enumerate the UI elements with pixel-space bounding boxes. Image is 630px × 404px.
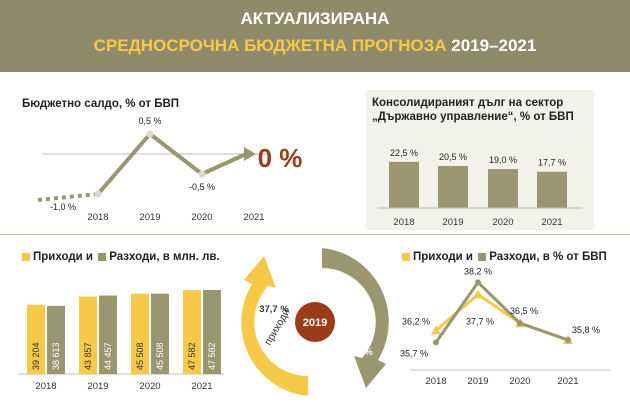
pct-value-label: 35,7 %	[400, 348, 428, 358]
section-divider	[0, 234, 630, 235]
balance-value-label: -1,0 %	[50, 202, 76, 212]
balance-big-value: 0 %	[258, 143, 303, 173]
balance-x-tick: 2018	[87, 212, 108, 223]
pct-value-label: 38,2 %	[464, 266, 492, 276]
pct-value-label: 35,8 %	[572, 325, 600, 335]
pct-x-tick: 2020	[509, 376, 530, 387]
revenue-point	[473, 289, 483, 299]
mln-x-tick: 2018	[35, 381, 56, 392]
balance-segment	[201, 152, 247, 176]
revexp-pct-title: Приходи и Разходи, в % от БВП	[400, 251, 607, 263]
debt-value-label: 22,5 %	[390, 148, 418, 158]
expense-bar-label: 47 582	[207, 342, 217, 370]
header-title-line1: АКТУАЛИЗИРАНА	[240, 9, 390, 28]
debt-bar	[438, 165, 468, 208]
header-title-line2: СРЕДНОСРОЧНА БЮДЖЕТНА ПРОГНОЗА 2019–2021	[0, 36, 630, 56]
pct-value-label: 36,2 %	[402, 316, 430, 326]
revenue-point	[431, 325, 441, 335]
expense-legend-label-2: Разходи	[489, 251, 537, 263]
balance-point	[94, 190, 102, 198]
balance-segment	[96, 132, 152, 196]
balance-x-tick: 2019	[139, 212, 160, 223]
balance-chart: -1,0 % 0,5 % -0,5 % 0 % 2018 2019 2020 2021	[37, 116, 303, 223]
expense-point	[517, 320, 523, 327]
revenue-bar-label: 47 582	[187, 342, 197, 370]
debt-x-tick: 2020	[492, 217, 513, 228]
mln-x-tick: 2021	[191, 381, 212, 392]
revenue-legend-swatch-2	[402, 252, 410, 261]
revexp-mln-title-suffix: , в млн. лв.	[156, 251, 220, 263]
debt-bar	[389, 161, 419, 208]
mln-x-tick: 2020	[139, 381, 160, 392]
expense-legend-swatch	[98, 252, 107, 261]
debt-value-label: 19,0 %	[489, 155, 517, 165]
revexp-mln-title: Приходи и Разходи, в млн. лв.	[20, 251, 220, 263]
balance-point	[198, 170, 206, 178]
expense-legend-label: Разходи	[109, 251, 157, 263]
debt-x-tick: 2019	[442, 217, 463, 228]
expense-arc-value: 38,2 %	[343, 347, 373, 358]
revexp-pct-title-suffix: , в % от БВП	[536, 251, 607, 263]
pct-x-tick: 2021	[557, 376, 578, 387]
revenue-legend-swatch	[22, 252, 30, 261]
header-banner: АКТУАЛИЗИРАНА СРЕДНОСРОЧНА БЮДЖЕТНА ПРОГ…	[0, 0, 630, 72]
mln-x-tick: 2019	[87, 381, 108, 392]
revenue-bar-label: 39 204	[31, 342, 41, 370]
debt-x-tick: 2018	[393, 217, 414, 228]
expense-line	[434, 280, 569, 344]
revenue-bar-label: 43 857	[83, 342, 93, 370]
debt-chart: 22,5 % 2018 20,5 % 2019 19,0 % 2020 17,7 % 2021	[378, 148, 582, 228]
expense-bar-label: 44 457	[103, 342, 113, 370]
balance-point	[146, 130, 154, 138]
balance-chart-title: Бюджетно салдо, % от БВП	[22, 98, 180, 110]
expense-point	[433, 339, 439, 346]
expense-bar-label: 38 613	[51, 342, 61, 370]
balance-value-label: 0,5 %	[138, 116, 161, 126]
revenue-arc-value: 37,7 %	[259, 304, 289, 315]
balance-x-tick: 2020	[191, 212, 212, 223]
debt-chart-title-1: Консолидираният дълг на сектор	[372, 97, 564, 109]
pct-value-label: 36,5 %	[510, 306, 538, 316]
pct-x-tick: 2018	[425, 376, 446, 387]
expense-point	[565, 337, 571, 343]
pct-x-tick: 2019	[467, 376, 488, 387]
debt-chart-title-2: „Държавно управление“, % от БВП	[372, 111, 574, 123]
debt-value-label: 17,7 %	[538, 158, 566, 168]
revexp-pct-chart: 36,2 % 38,2 % 37,7 % 35,7 % 36,5 % 35,8 % 2018…	[400, 266, 610, 387]
balance-value-label: -0,5 %	[189, 182, 215, 192]
balance-segment	[148, 132, 204, 176]
debt-bar	[488, 169, 518, 208]
header-title-main: СРЕДНОСРОЧНА БЮДЖЕТНА ПРОГНОЗА	[93, 36, 447, 55]
expense-bar	[99, 295, 117, 374]
balance-leadin	[37, 192, 99, 202]
balance-x-tick: 2021	[243, 212, 264, 223]
debt-x-tick: 2021	[541, 217, 562, 228]
pct-value-label: 37,7 %	[466, 316, 494, 326]
expense-bar	[151, 293, 169, 374]
expense-arc	[322, 248, 389, 388]
revenue-bar	[79, 296, 97, 374]
revenue-legend-label-2: Приходи и	[413, 251, 473, 263]
expense-bar-label: 45 508	[155, 342, 165, 370]
expense-point	[475, 279, 481, 286]
expense-bar	[203, 290, 221, 374]
center-year: 2019	[303, 317, 327, 329]
debt-bar	[537, 171, 567, 208]
revenue-bar-label: 45 508	[135, 342, 145, 370]
revenue-bar	[131, 293, 149, 374]
balance-arrowhead	[244, 147, 256, 161]
expense-bar	[47, 305, 65, 374]
header-title-years: 2019–2021	[451, 36, 537, 55]
revenue-bar	[27, 304, 45, 374]
debt-value-label: 20,5 %	[439, 152, 467, 162]
revenue-arc	[241, 256, 308, 396]
center-circle	[295, 302, 335, 342]
expense-legend-swatch-2	[478, 252, 487, 261]
revenue-bar	[183, 290, 201, 374]
revexp-mln-chart: 39 204 43 857 45 508 47 582 38 613 44 457 45 5…	[18, 290, 224, 392]
revenue-legend-label: Приходи и	[33, 251, 93, 263]
